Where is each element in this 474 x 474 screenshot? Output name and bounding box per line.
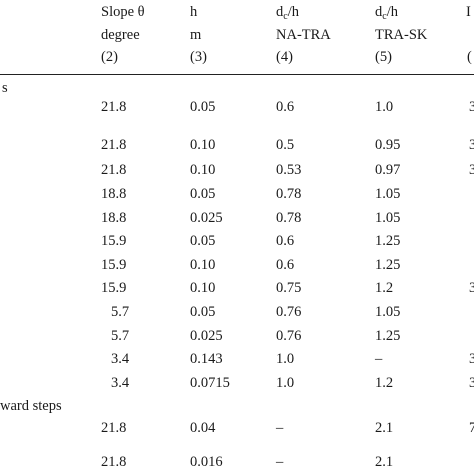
header-h: h — [190, 4, 198, 20]
cell-h: 0.016 — [190, 454, 223, 470]
cell-na-tra: 0.75 — [276, 280, 302, 296]
header-h-unit: m — [190, 27, 202, 43]
cell-h: 0.05 — [190, 186, 216, 202]
header-col6-partial: I — [466, 4, 471, 20]
cell-slope: 21.8 — [101, 137, 127, 153]
cell-na-tra: 0.6 — [276, 99, 295, 115]
cell-edge: 3 — [469, 137, 474, 153]
cell-slope: 3.4 — [111, 375, 130, 391]
cell-h: 0.05 — [190, 233, 216, 249]
header-dc-h-na-tra: dc/h — [276, 4, 299, 22]
cell-h: 0.05 — [190, 304, 216, 320]
header-slope: Slope θ — [101, 4, 145, 20]
cell-edge: 3 — [469, 280, 474, 296]
cell-slope: 21.8 — [101, 99, 127, 115]
cell-na-tra: 0.6 — [276, 233, 295, 249]
header-tra-sk-num: (5) — [375, 49, 392, 65]
cell-h: 0.05 — [190, 99, 216, 115]
cell-tra-sk: 1.2 — [375, 375, 394, 391]
cell-edge: 3 — [469, 351, 474, 367]
cell-tra-sk: 0.97 — [375, 162, 401, 178]
section-label-1: s — [2, 80, 8, 96]
cell-tra-sk: – — [375, 351, 383, 367]
header-na-tra-num: (4) — [276, 49, 293, 65]
cell-na-tra: 0.6 — [276, 257, 295, 273]
header-slope-num: (2) — [101, 49, 118, 65]
cell-slope: 5.7 — [111, 328, 130, 344]
cell-na-tra: 0.5 — [276, 137, 295, 153]
cell-edge: 3 — [469, 375, 474, 391]
header-na-tra: NA-TRA — [276, 27, 331, 43]
cell-na-tra: 0.76 — [276, 304, 302, 320]
cell-tra-sk: 2.1 — [375, 420, 394, 436]
cell-h: 0.10 — [190, 280, 216, 296]
cell-h: 0.143 — [190, 351, 223, 367]
cell-tra-sk: 1.2 — [375, 280, 394, 296]
cell-na-tra: 0.78 — [276, 210, 302, 226]
cell-h: 0.0715 — [190, 375, 230, 391]
cell-tra-sk: 1.0 — [375, 99, 394, 115]
header-h-num: (3) — [190, 49, 207, 65]
cell-slope: 5.7 — [111, 304, 130, 320]
cell-edge: 3 — [469, 162, 474, 178]
cell-tra-sk: 1.25 — [375, 233, 401, 249]
cell-tra-sk: 1.25 — [375, 328, 401, 344]
cell-tra-sk: 2.1 — [375, 454, 394, 470]
cell-edge: 3 — [469, 99, 474, 115]
cell-slope: 21.8 — [101, 162, 127, 178]
cell-slope: 18.8 — [101, 210, 127, 226]
cell-slope: 3.4 — [111, 351, 130, 367]
cell-slope: 18.8 — [101, 186, 127, 202]
cell-na-tra: 0.78 — [276, 186, 302, 202]
cell-slope: 15.9 — [101, 280, 127, 296]
cell-tra-sk: 1.05 — [375, 304, 401, 320]
cell-tra-sk: 0.95 — [375, 137, 401, 153]
cell-tra-sk: 1.25 — [375, 257, 401, 273]
cell-na-tra: 0.53 — [276, 162, 302, 178]
cell-slope: 21.8 — [101, 420, 127, 436]
cell-tra-sk: 1.05 — [375, 186, 401, 202]
header-slope-unit: degree — [101, 27, 140, 43]
cell-na-tra: 1.0 — [276, 351, 295, 367]
cell-na-tra: – — [276, 420, 284, 436]
header-col6-num-partial: ( — [467, 49, 472, 65]
cell-tra-sk: 1.05 — [375, 210, 401, 226]
cell-h: 0.10 — [190, 257, 216, 273]
cell-na-tra: – — [276, 454, 284, 470]
cell-na-tra: 1.0 — [276, 375, 295, 391]
header-rule — [0, 74, 474, 75]
cell-h: 0.10 — [190, 162, 216, 178]
cell-h: 0.04 — [190, 420, 216, 436]
cell-edge: 7 — [469, 420, 474, 436]
cell-h: 0.025 — [190, 210, 223, 226]
header-tra-sk: TRA-SK — [375, 27, 428, 43]
cell-slope: 15.9 — [101, 233, 127, 249]
cell-slope: 21.8 — [101, 454, 127, 470]
section-label-2: ward steps — [0, 398, 62, 414]
cell-h: 0.025 — [190, 328, 223, 344]
cell-slope: 15.9 — [101, 257, 127, 273]
cell-na-tra: 0.76 — [276, 328, 302, 344]
header-dc-h-tra-sk: dc/h — [375, 4, 398, 22]
cell-h: 0.10 — [190, 137, 216, 153]
